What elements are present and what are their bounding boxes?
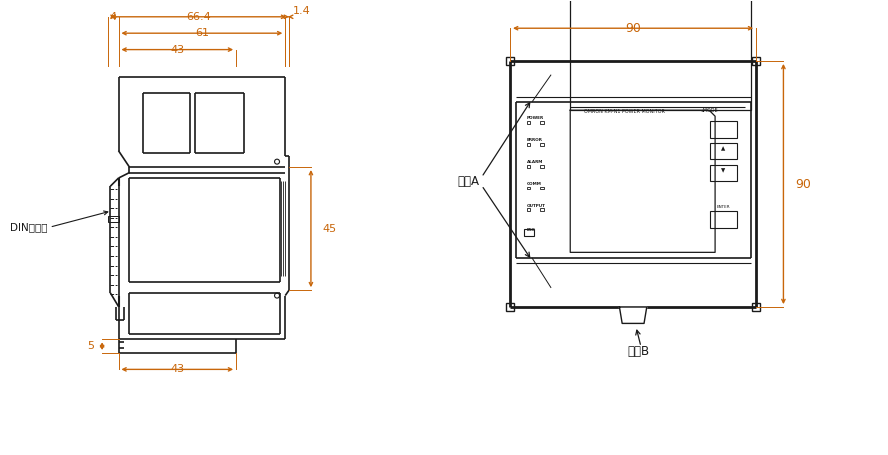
Bar [752, 57, 760, 65]
Bar [710, 143, 737, 159]
Bar [710, 121, 737, 137]
Bar [527, 187, 530, 189]
Text: 66.4: 66.4 [186, 12, 210, 22]
Text: 61: 61 [194, 28, 209, 38]
Bar [540, 187, 544, 189]
Bar [710, 165, 737, 181]
Text: ESC: ESC [527, 228, 535, 233]
Bar [752, 303, 760, 311]
Text: POWER: POWER [527, 116, 543, 121]
Text: OMRON KM-N1 POWER MONITOR: OMRON KM-N1 POWER MONITOR [584, 109, 665, 114]
Text: OUTPUT: OUTPUT [527, 204, 545, 208]
Bar [527, 121, 530, 124]
Bar [540, 121, 544, 124]
Bar [570, 0, 750, 110]
Bar [527, 165, 530, 167]
Text: ▲: ▲ [721, 146, 725, 151]
Bar [540, 208, 544, 212]
Text: 5: 5 [87, 341, 94, 351]
Text: ▼: ▼ [721, 168, 725, 173]
Bar [506, 303, 514, 311]
Bar [506, 57, 514, 65]
Text: 90: 90 [625, 22, 641, 35]
Text: 部品A: 部品A [457, 175, 480, 188]
Text: ENTER: ENTER [717, 205, 730, 209]
Bar [527, 143, 530, 146]
Bar [710, 212, 737, 228]
Text: DINレール: DINレール [10, 222, 47, 232]
Text: 1.4: 1.4 [293, 6, 311, 16]
Text: ALARM: ALARM [527, 160, 543, 164]
Text: 部品B: 部品B [627, 345, 649, 358]
Bar [527, 208, 530, 212]
Text: 90: 90 [796, 177, 812, 191]
Bar [540, 165, 544, 167]
Bar [524, 229, 534, 236]
Text: ERROR: ERROR [527, 138, 543, 142]
Bar [540, 143, 544, 146]
Text: ◄MODE: ◄MODE [701, 108, 719, 113]
Bar [107, 216, 118, 222]
Text: 43: 43 [170, 364, 185, 374]
Text: 4: 4 [109, 12, 116, 22]
Polygon shape [620, 307, 646, 324]
Text: COMM: COMM [527, 182, 542, 186]
Text: 45: 45 [323, 223, 337, 233]
Text: 43: 43 [170, 45, 185, 55]
